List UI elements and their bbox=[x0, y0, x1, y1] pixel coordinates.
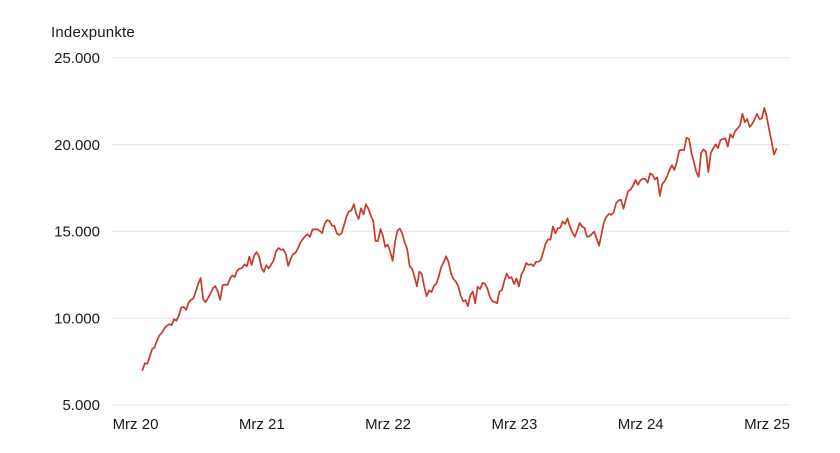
y-tick-label: 5.000 bbox=[62, 397, 100, 414]
x-tick-label: Mrz 21 bbox=[239, 416, 285, 433]
y-tick-label: 15.000 bbox=[54, 224, 100, 241]
y-tick-label: 25.000 bbox=[54, 50, 100, 67]
x-tick-label: Mrz 22 bbox=[365, 416, 411, 433]
x-tick-label: Mrz 23 bbox=[491, 416, 537, 433]
x-tick-label: Mrz 20 bbox=[113, 416, 159, 433]
y-tick-label: 20.000 bbox=[54, 137, 100, 154]
y-axis-title: Indexpunkte bbox=[51, 24, 135, 41]
index-line bbox=[141, 107, 778, 372]
x-tick-label: Mrz 24 bbox=[618, 416, 664, 433]
x-tick-label: Mrz 25 bbox=[744, 416, 790, 433]
y-tick-label: 10.000 bbox=[54, 310, 100, 327]
